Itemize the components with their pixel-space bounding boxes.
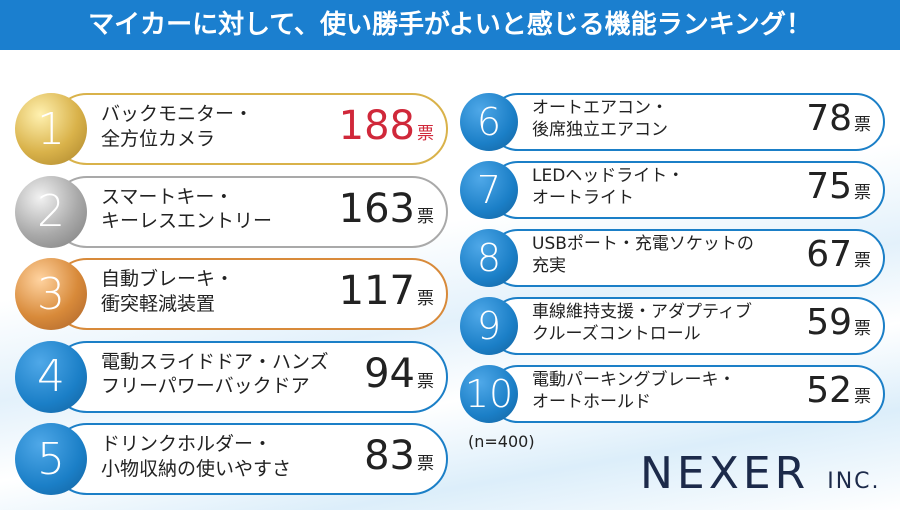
- rank-badge: 4: [15, 340, 87, 413]
- label-line: USBポート・充電ソケットの: [532, 234, 754, 254]
- vote-count: 59 票: [806, 302, 871, 343]
- count-value: 117: [338, 268, 415, 314]
- item-label: LEDヘッドライト・ オートライト: [532, 165, 684, 209]
- title: マイカーに対して、使い勝手がよいと感じる機能ランキング！: [0, 0, 900, 50]
- label-line: LEDヘッドライト・: [532, 166, 685, 186]
- rank-badge: 2: [15, 175, 87, 248]
- label-line: オートライト: [532, 188, 634, 209]
- count-unit: 票: [854, 387, 871, 407]
- rank-badge: 1: [15, 93, 87, 165]
- count-value: 188: [338, 103, 415, 149]
- label-line: キーレスエントリー: [101, 210, 273, 233]
- vote-count: 52 票: [806, 370, 871, 411]
- label-line: バックモニター・: [101, 103, 254, 125]
- ranking-item: [51, 93, 448, 165]
- label-line: フリーパワーバックドア: [101, 375, 310, 398]
- count-unit: 票: [854, 115, 871, 135]
- count-value: 78: [806, 98, 852, 139]
- count-value: 75: [806, 166, 852, 207]
- label-line: スマートキー・: [101, 185, 234, 208]
- logo: NEXER INC.: [640, 448, 881, 499]
- count-unit: 票: [417, 206, 434, 227]
- logo-name: NEXER: [640, 448, 810, 499]
- item-label: 電動スライドドア・ハンズ フリーパワーバックドア: [101, 350, 329, 399]
- label-line: クルーズコントロール: [532, 324, 701, 345]
- label-line: 車線維持支援・アダプティブ: [532, 302, 752, 322]
- ranking-item: [489, 93, 885, 151]
- label-line: 電動パーキングブレーキ・: [532, 370, 736, 390]
- count-value: 52: [806, 370, 852, 411]
- item-label: 電動パーキングブレーキ・ オートホールド: [532, 369, 736, 413]
- label-line: オートホールド: [532, 392, 651, 413]
- count-value: 94: [364, 350, 415, 397]
- vote-count: 94 票: [364, 351, 434, 397]
- item-label: ドリンクホルダー・ 小物収納の使いやすさ: [101, 432, 291, 481]
- rank-badge: 5: [15, 423, 87, 495]
- ranking-item: [489, 365, 885, 423]
- label-line: 後席独立エアコン: [532, 120, 668, 141]
- count-unit: 票: [417, 371, 434, 392]
- ranking-item: [51, 258, 448, 330]
- label-line: 小物収納の使いやすさ: [101, 457, 292, 480]
- count-value: 59: [806, 302, 852, 343]
- item-label: 車線維持支援・アダプティブ クルーズコントロール: [532, 301, 752, 345]
- ranking-item: [489, 229, 885, 287]
- count-unit: 票: [854, 251, 871, 271]
- label-line: 衝突軽減装置: [101, 292, 216, 315]
- sample-note: (n=400): [468, 432, 535, 451]
- rank-badge: 9: [460, 297, 518, 355]
- vote-count: 163 票: [339, 186, 434, 232]
- count-unit: 票: [417, 454, 434, 474]
- count-value: 67: [806, 234, 852, 275]
- item-label: オートエアコン・ 後席独立エアコン: [532, 97, 668, 141]
- rank-badge: 8: [460, 229, 518, 287]
- label-line: 自動ブレーキ・: [101, 268, 235, 290]
- label-line: 全方位カメラ: [101, 127, 216, 150]
- ranking-item: [51, 340, 448, 413]
- ranking-item: [51, 423, 448, 495]
- label-line: オートエアコン・: [532, 98, 668, 118]
- count-unit: 票: [854, 319, 871, 339]
- vote-count: 75 票: [806, 166, 871, 207]
- logo-suffix: INC.: [827, 469, 881, 494]
- item-label: スマートキー・ キーレスエントリー: [101, 185, 272, 234]
- count-value: 83: [364, 433, 415, 479]
- label-line: 充実: [532, 256, 566, 277]
- rank-badge: 6: [460, 93, 518, 151]
- rank-badge: 10: [460, 365, 518, 423]
- item-label: 自動ブレーキ・ 衝突軽減装置: [101, 267, 234, 316]
- vote-count: 83 票: [364, 433, 434, 479]
- vote-count: 188 票: [339, 103, 434, 149]
- label-line: 電動スライドドア・ハンズ: [101, 350, 329, 373]
- vote-count: 67 票: [806, 234, 871, 275]
- count-unit: 票: [417, 124, 434, 144]
- ranking-item: [51, 175, 448, 248]
- item-label: USBポート・充電ソケットの 充実: [532, 233, 754, 277]
- vote-count: 117 票: [339, 268, 434, 314]
- rank-badge: 7: [460, 161, 518, 219]
- count-unit: 票: [417, 289, 434, 309]
- rank-badge: 3: [15, 258, 87, 330]
- label-line: ドリンクホルダー・: [101, 433, 273, 455]
- item-label: バックモニター・ 全方位カメラ: [101, 102, 253, 151]
- count-value: 163: [338, 185, 415, 232]
- vote-count: 78 票: [806, 98, 871, 139]
- count-unit: 票: [854, 183, 871, 203]
